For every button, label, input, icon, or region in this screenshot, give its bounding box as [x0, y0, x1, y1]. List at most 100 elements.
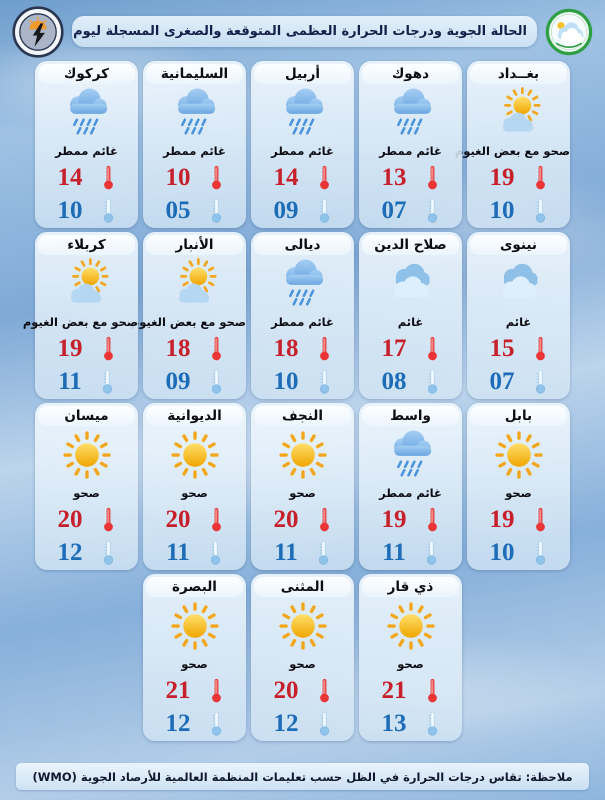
thermometer-low-icon	[425, 368, 440, 395]
city-name: النجف	[254, 406, 351, 426]
condition-label: صحو مع بعض الغيوم	[130, 315, 246, 329]
low-temp-row: 11	[359, 536, 462, 569]
high-temp-row: 21	[359, 674, 462, 707]
condition-label: غائم ممطر	[379, 144, 442, 158]
city-card-arbil: أربيل غائم ممطر 14 09	[251, 61, 354, 228]
weather-icon	[143, 85, 246, 141]
high-temp-row: 13	[359, 161, 462, 194]
thermometer-high-icon	[533, 164, 548, 191]
clouds-icon	[492, 257, 546, 311]
thermometer-low-icon	[425, 710, 440, 737]
low-temp-row: 07	[467, 365, 570, 398]
high-temp-value: 19	[57, 335, 83, 362]
low-temp-value: 11	[58, 368, 82, 395]
thermometer-low-icon	[317, 710, 332, 737]
low-temp-value: 09	[273, 197, 299, 224]
high-temp-value: 14	[273, 164, 299, 191]
city-name: كركوك	[38, 64, 135, 84]
page-title: الحالة الجوية ودرجات الحرارة العظمى المت…	[72, 16, 537, 47]
city-name: أربيل	[254, 64, 351, 84]
condition-label: غائم ممطر	[271, 315, 334, 329]
rain-cloud-icon	[276, 86, 330, 140]
high-temp-row: 18	[251, 332, 354, 365]
city-card-karbala: كربلاء صحو مع بعض الغيوم 19 11	[22, 232, 138, 399]
low-temp-value: 10	[57, 197, 83, 224]
condition-label: صحو	[289, 657, 316, 671]
header: الحالة الجوية ودرجات الحرارة العظمى المت…	[0, 0, 605, 58]
condition-label: غائم	[505, 315, 532, 329]
low-temp-value: 07	[489, 368, 515, 395]
condition-label: صحو	[397, 657, 424, 671]
sun-with-cloud-icon	[60, 257, 114, 311]
high-temp-value: 15	[489, 335, 515, 362]
high-temp-value: 17	[381, 335, 407, 362]
condition-label: غائم ممطر	[55, 144, 118, 158]
high-temp-row: 10	[143, 161, 246, 194]
high-temp-value: 19	[489, 164, 515, 191]
low-temp-value: 10	[489, 197, 515, 224]
thermometer-high-icon	[425, 506, 440, 533]
low-temp-row: 07	[359, 194, 462, 227]
condition-label: صحو مع بعض الغيوم	[22, 315, 138, 329]
low-temp-row: 10	[251, 365, 354, 398]
rain-cloud-icon	[60, 86, 114, 140]
high-temp-row: 18	[143, 332, 246, 365]
condition-label: غائم ممطر	[163, 144, 226, 158]
high-temp-value: 18	[273, 335, 299, 362]
thermometer-high-icon	[317, 506, 332, 533]
weather-icon	[467, 85, 570, 141]
high-temp-row: 20	[251, 674, 354, 707]
high-temp-row: 14	[35, 161, 138, 194]
thermometer-high-icon	[425, 335, 440, 362]
city-name: كربلاء	[38, 235, 135, 255]
low-temp-row: 10	[467, 536, 570, 569]
weather-icon	[251, 256, 354, 312]
weather-icon	[359, 598, 462, 654]
low-temp-row: 10	[467, 194, 570, 227]
high-temp-value: 20	[273, 506, 299, 533]
city-name: ديالى	[254, 235, 351, 255]
city-card-sulaymaniyah: السليمانية غائم ممطر 10 05	[143, 61, 246, 228]
sun-icon	[60, 428, 114, 482]
high-temp-row: 20	[143, 503, 246, 536]
condition-label: غائم	[397, 315, 424, 329]
city-card-maysan: ميسان صحو 20 12	[35, 403, 138, 570]
thermometer-high-icon	[209, 164, 224, 191]
weather-icon	[467, 427, 570, 483]
city-card-salah-al-din: صلاح الدين غائم 17 08	[359, 232, 462, 399]
low-temp-row: 08	[359, 365, 462, 398]
weather-icon	[251, 427, 354, 483]
sun-icon	[492, 428, 546, 482]
city-card-diwaniyah: الديوانية صحو 20 11	[143, 403, 246, 570]
city-name: بابل	[470, 406, 567, 426]
thermometer-high-icon	[533, 506, 548, 533]
footer-note: ملاحظة: تقاس درجات الحرارة في الظل حسب ت…	[16, 763, 589, 790]
city-card-basra: البصرة صحو 21 12	[143, 574, 246, 741]
high-temp-value: 19	[381, 506, 407, 533]
city-name: المثنى	[254, 577, 351, 597]
thermometer-low-icon	[424, 539, 439, 566]
low-temp-value: 12	[165, 710, 191, 737]
high-temp-row: 20	[35, 503, 138, 536]
green-weather-cloud-logo	[545, 8, 593, 55]
condition-label: صحو	[181, 486, 208, 500]
thermometer-low-icon	[533, 197, 548, 224]
sun-icon	[168, 599, 222, 653]
high-temp-value: 20	[165, 506, 191, 533]
sun-icon	[276, 428, 330, 482]
low-temp-row: 10	[35, 194, 138, 227]
low-temp-row: 05	[143, 194, 246, 227]
thermometer-high-icon	[101, 506, 116, 533]
city-name: ذي قار	[362, 577, 459, 597]
high-temp-value: 10	[165, 164, 191, 191]
low-temp-value: 07	[381, 197, 407, 224]
city-card-nineveh: نينوى غائم 15 07	[467, 232, 570, 399]
low-temp-value: 12	[57, 539, 83, 566]
high-temp-value: 14	[57, 164, 83, 191]
thermometer-high-icon	[317, 677, 332, 704]
thermometer-high-icon	[533, 335, 548, 362]
weather-icon	[359, 256, 462, 312]
thermometer-high-icon	[209, 506, 224, 533]
iraqi-meteorological-seal-logo	[12, 5, 64, 58]
thermometer-high-icon	[101, 164, 116, 191]
